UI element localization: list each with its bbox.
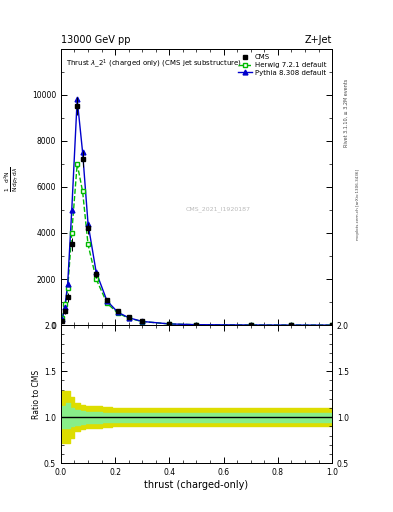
Legend: CMS, Herwig 7.2.1 default, Pythia 8.308 default: CMS, Herwig 7.2.1 default, Pythia 8.308 … (235, 52, 329, 78)
Herwig 7.2.1 default (62, 301, 67, 307)
Herwig 7.2.1 default (116, 310, 120, 316)
Herwig 7.2.1 default (194, 322, 199, 328)
Text: CMS_2021_I1920187: CMS_2021_I1920187 (186, 206, 251, 212)
Text: $\frac{1}{\mathrm{N}}\frac{\mathrm{d}^2\mathrm{N}}{\mathrm{d}p_T\,\mathrm{d}\lam: $\frac{1}{\mathrm{N}}\frac{\mathrm{d}^2\… (3, 166, 21, 192)
Text: Thrust $\lambda\_2^1$ (charged only) (CMS jet substructure): Thrust $\lambda\_2^1$ (charged only) (CM… (66, 57, 242, 70)
Pythia 8.308 default (126, 315, 131, 321)
Pythia 8.308 default (86, 221, 90, 227)
Herwig 7.2.1 default (167, 321, 172, 327)
Y-axis label: Ratio to CMS: Ratio to CMS (32, 370, 41, 419)
Pythia 8.308 default (140, 318, 145, 325)
Herwig 7.2.1 default (248, 322, 253, 328)
Pythia 8.308 default (94, 269, 99, 275)
Herwig 7.2.1 default (65, 285, 70, 291)
Pythia 8.308 default (330, 322, 334, 328)
Pythia 8.308 default (248, 322, 253, 328)
Text: 13000 GeV pp: 13000 GeV pp (61, 35, 130, 45)
Herwig 7.2.1 default (126, 315, 131, 322)
Herwig 7.2.1 default (80, 188, 85, 195)
Text: mcplots.cern.ch [arXiv:1306.3436]: mcplots.cern.ch [arXiv:1306.3436] (356, 169, 360, 240)
Line: Herwig 7.2.1 default: Herwig 7.2.1 default (60, 161, 334, 328)
Herwig 7.2.1 default (105, 300, 109, 306)
X-axis label: thrust (charged-only): thrust (charged-only) (145, 480, 248, 490)
Pythia 8.308 default (105, 298, 109, 304)
Pythia 8.308 default (80, 150, 85, 156)
Pythia 8.308 default (167, 321, 172, 327)
Herwig 7.2.1 default (86, 242, 90, 248)
Herwig 7.2.1 default (60, 315, 64, 322)
Text: Z+Jet: Z+Jet (305, 35, 332, 45)
Pythia 8.308 default (70, 207, 74, 213)
Pythia 8.308 default (289, 322, 294, 328)
Herwig 7.2.1 default (75, 161, 79, 167)
Pythia 8.308 default (116, 309, 120, 315)
Herwig 7.2.1 default (289, 322, 294, 328)
Text: Rivet 3.1.10, ≥ 3.2M events: Rivet 3.1.10, ≥ 3.2M events (344, 78, 349, 147)
Herwig 7.2.1 default (330, 322, 334, 328)
Pythia 8.308 default (60, 316, 64, 323)
Herwig 7.2.1 default (140, 318, 145, 325)
Herwig 7.2.1 default (70, 230, 74, 236)
Pythia 8.308 default (75, 96, 79, 102)
Line: Pythia 8.308 default: Pythia 8.308 default (60, 97, 334, 328)
Herwig 7.2.1 default (94, 276, 99, 282)
Pythia 8.308 default (62, 304, 67, 310)
Pythia 8.308 default (65, 281, 70, 287)
Pythia 8.308 default (194, 322, 199, 328)
